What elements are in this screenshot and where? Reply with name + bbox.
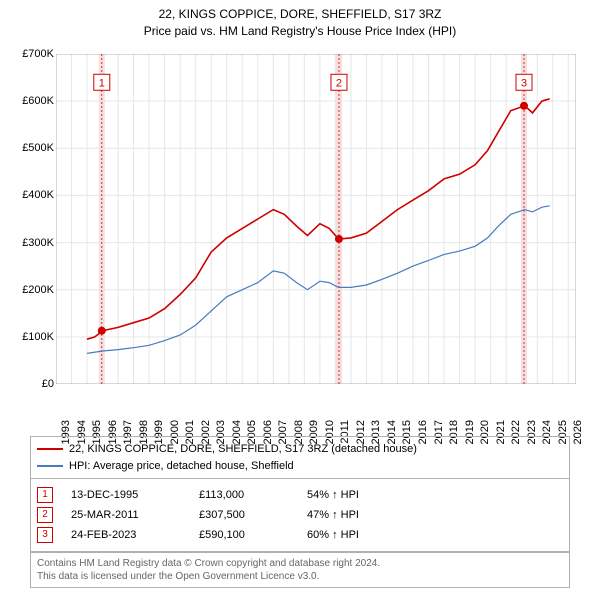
sale-hpi: 60% ↑ HPI (307, 529, 427, 541)
legend-label-property: 22, KINGS COPPICE, DORE, SHEFFIELD, S17 … (69, 441, 417, 458)
legend-swatch-hpi (37, 465, 63, 467)
y-tick-label: £400K (22, 189, 54, 201)
sale-hpi: 54% ↑ HPI (307, 489, 427, 501)
sale-date: 25-MAR-2011 (71, 509, 181, 521)
legend-swatch-property (37, 448, 63, 450)
legend-row-hpi: HPI: Average price, detached house, Shef… (37, 458, 563, 475)
y-tick-label: £100K (22, 331, 54, 343)
title-subtitle: Price paid vs. HM Land Registry's House … (0, 23, 600, 40)
y-tick-label: £200K (22, 284, 54, 296)
title-block: 22, KINGS COPPICE, DORE, SHEFFIELD, S17 … (0, 0, 600, 40)
svg-text:2: 2 (336, 77, 342, 89)
legend-label-hpi: HPI: Average price, detached house, Shef… (69, 458, 294, 475)
y-tick-label: £300K (22, 237, 54, 249)
sale-marker-icon: 2 (37, 507, 53, 523)
svg-text:1: 1 (99, 77, 105, 89)
price-chart: 1 2 3 (56, 54, 576, 384)
sale-date: 24-FEB-2023 (71, 529, 181, 541)
attribution-line1: Contains HM Land Registry data © Crown c… (37, 557, 563, 570)
sale-marker-icon: 1 (37, 487, 53, 503)
y-tick-label: £0 (42, 378, 54, 390)
sale-price: £113,000 (199, 489, 289, 501)
sale-marker-icon: 3 (37, 527, 53, 543)
sales-row: 1 13-DEC-1995 £113,000 54% ↑ HPI (37, 485, 563, 505)
sale-hpi: 47% ↑ HPI (307, 509, 427, 521)
sale-price: £590,100 (199, 529, 289, 541)
sales-table: 1 13-DEC-1995 £113,000 54% ↑ HPI 2 25-MAR-201… (30, 478, 570, 552)
x-tick-label: 2026 (572, 420, 584, 444)
title-address: 22, KINGS COPPICE, DORE, SHEFFIELD, S17 … (0, 6, 600, 23)
y-tick-label: £600K (22, 95, 54, 107)
sales-row: 2 25-MAR-2011 £307,500 47% ↑ HPI (37, 505, 563, 525)
svg-text:3: 3 (521, 77, 527, 89)
attribution-line2: This data is licensed under the Open Gov… (37, 570, 563, 583)
legend: 22, KINGS COPPICE, DORE, SHEFFIELD, S17 … (30, 436, 570, 479)
chart-container: 22, KINGS COPPICE, DORE, SHEFFIELD, S17 … (0, 0, 600, 590)
sale-price: £307,500 (199, 509, 289, 521)
sale-date: 13-DEC-1995 (71, 489, 181, 501)
attribution: Contains HM Land Registry data © Crown c… (30, 552, 570, 588)
sales-row: 3 24-FEB-2023 £590,100 60% ↑ HPI (37, 525, 563, 545)
legend-row-property: 22, KINGS COPPICE, DORE, SHEFFIELD, S17 … (37, 441, 563, 458)
y-tick-label: £700K (22, 48, 54, 60)
y-tick-label: £500K (22, 142, 54, 154)
